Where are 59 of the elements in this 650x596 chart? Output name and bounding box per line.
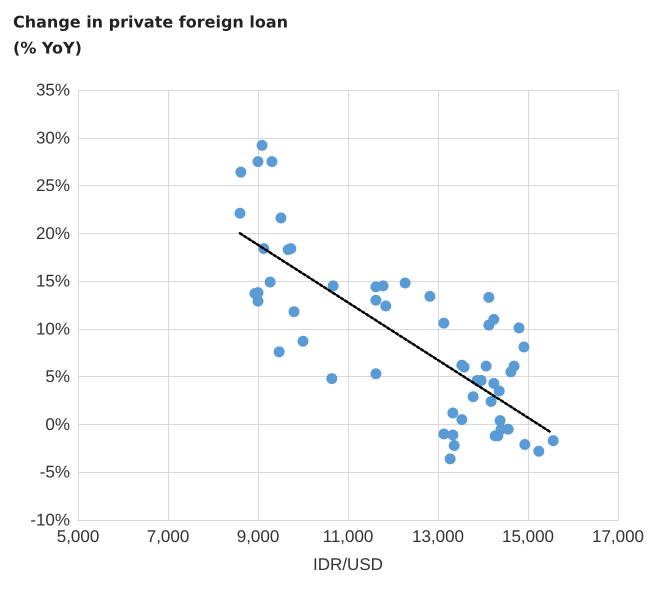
point (400, 278, 411, 289)
x-tick-label: 5,000 (56, 527, 100, 546)
point (438, 428, 450, 440)
point (234, 208, 246, 219)
point (266, 156, 278, 168)
point (275, 212, 286, 224)
point (483, 320, 494, 331)
point (288, 306, 300, 318)
point (448, 440, 460, 451)
point (298, 336, 308, 347)
y-tick-label: 35% (36, 80, 70, 100)
x-tick-label: 15,000 (502, 527, 554, 546)
point (235, 166, 246, 178)
point (328, 280, 339, 292)
y-tick-label: 15% (36, 272, 70, 291)
x-tick-label: 9,000 (236, 527, 280, 546)
point (424, 290, 436, 302)
chart-title: Change in private foreign loan (% YoY) (13, 12, 288, 58)
point (494, 386, 505, 396)
point (458, 362, 470, 373)
point (505, 366, 516, 378)
point (518, 342, 530, 353)
point (488, 378, 500, 389)
point (483, 292, 494, 303)
point (378, 280, 389, 292)
point (468, 391, 479, 402)
point (326, 373, 338, 384)
point (447, 407, 458, 418)
point (486, 396, 497, 408)
y-tick-label: -10% (30, 510, 70, 530)
y-tick-label: 5% (45, 367, 70, 386)
point (447, 429, 458, 440)
point (533, 446, 544, 457)
point (514, 322, 524, 334)
point (370, 294, 382, 306)
y-tick-label: 10% (36, 319, 70, 338)
point (444, 453, 456, 464)
y-tick-label: -5% (40, 462, 70, 482)
point (548, 435, 559, 446)
point (256, 140, 268, 151)
x-tick-label: 17,000 (592, 527, 644, 546)
point (480, 360, 492, 372)
x-tick-label: 11,000 (322, 527, 374, 546)
x-tick-label: 13,000 (412, 527, 464, 546)
point (252, 296, 264, 307)
point (380, 300, 392, 312)
point (438, 318, 450, 329)
y-tick-label: 20% (36, 224, 70, 243)
point (264, 276, 276, 288)
point (370, 368, 382, 380)
y-tick-label: 25% (36, 176, 70, 196)
point (274, 346, 285, 358)
x-axis-title: IDR/USD (313, 555, 383, 574)
point (519, 439, 530, 450)
x-tick-label: 7,000 (146, 527, 190, 546)
point (252, 156, 264, 168)
point (456, 414, 468, 426)
y-tick-label: 0% (45, 414, 70, 434)
y-tick-label: 30% (36, 128, 70, 148)
